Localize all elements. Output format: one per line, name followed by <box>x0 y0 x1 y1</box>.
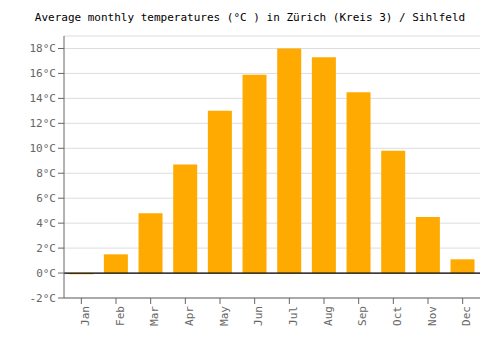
svg-text:16°C: 16°C <box>30 67 57 80</box>
svg-text:Mar: Mar <box>148 306 161 326</box>
svg-text:Sep: Sep <box>356 306 369 326</box>
svg-text:Aug: Aug <box>322 306 335 326</box>
svg-text:Jan: Jan <box>79 306 92 326</box>
svg-text:Dec: Dec <box>460 306 473 326</box>
svg-text:2°C: 2°C <box>36 242 56 255</box>
svg-text:4°C: 4°C <box>36 217 56 230</box>
svg-text:May: May <box>218 306 231 326</box>
svg-text:Feb: Feb <box>114 306 127 326</box>
svg-text:8°C: 8°C <box>36 167 56 180</box>
svg-text:Jul: Jul <box>287 306 300 326</box>
svg-text:Nov: Nov <box>426 306 439 326</box>
svg-text:10°C: 10°C <box>30 142 57 155</box>
svg-text:6°C: 6°C <box>36 192 56 205</box>
svg-text:0°C: 0°C <box>36 267 56 280</box>
svg-text:14°C: 14°C <box>30 92 57 105</box>
svg-text:Jun: Jun <box>252 306 265 326</box>
svg-text:Apr: Apr <box>183 306 196 326</box>
svg-text:18°C: 18°C <box>30 42 57 55</box>
html-text:Average monthly temperatures (: Average monthly temperatures (°C ) in Zü… <box>34 11 466 24</box>
svg-text:-2°C: -2°C <box>30 292 57 305</box>
svg-text:12°C: 12°C <box>30 117 57 130</box>
svg-text:Oct: Oct <box>391 306 404 326</box>
